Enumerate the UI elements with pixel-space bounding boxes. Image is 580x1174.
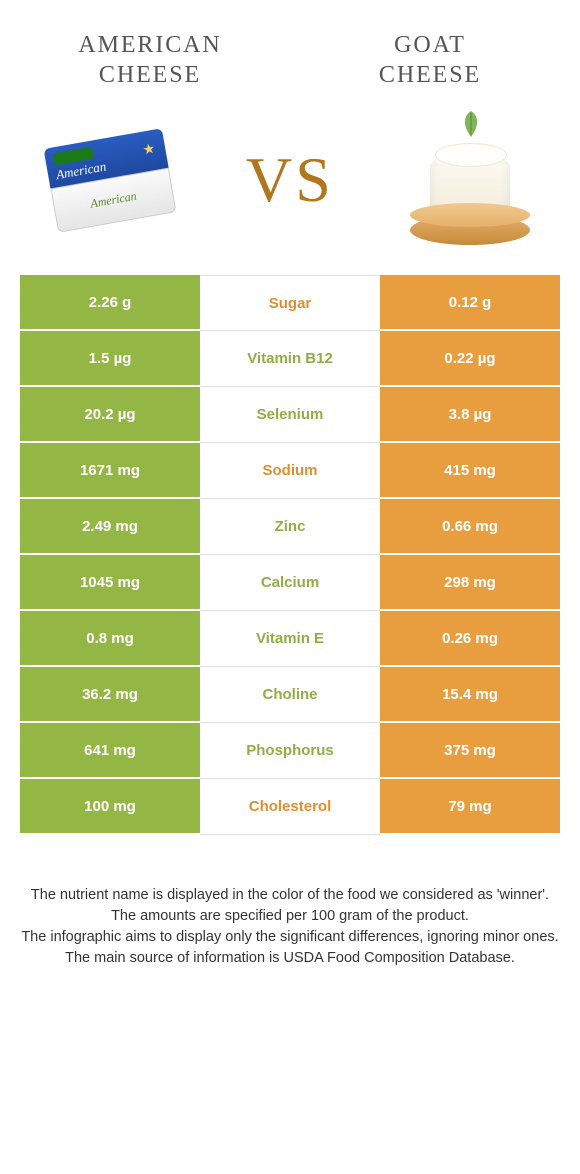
- table-row: 641 mgPhosphorus375 mg: [20, 723, 560, 779]
- right-value-cell: 79 mg: [380, 779, 560, 835]
- table-row: 1.5 µgVitamin B120.22 µg: [20, 331, 560, 387]
- nutrient-name-cell: Choline: [200, 667, 380, 723]
- right-value-cell: 298 mg: [380, 555, 560, 611]
- left-value-cell: 1045 mg: [20, 555, 200, 611]
- vs-label: VS: [246, 143, 334, 217]
- table-row: 1045 mgCalcium298 mg: [20, 555, 560, 611]
- left-value-cell: 641 mg: [20, 723, 200, 779]
- right-value-cell: 0.26 mg: [380, 611, 560, 667]
- header-row: AMERICAN CHEESE GOAT CHEESE: [0, 0, 580, 100]
- footnote-line: The main source of information is USDA F…: [20, 948, 560, 969]
- nutrient-name-cell: Sugar: [200, 275, 380, 331]
- right-value-cell: 0.22 µg: [380, 331, 560, 387]
- right-value-cell: 3.8 µg: [380, 387, 560, 443]
- right-value-cell: 15.4 mg: [380, 667, 560, 723]
- left-value-cell: 36.2 mg: [20, 667, 200, 723]
- right-value-cell: 0.66 mg: [380, 499, 560, 555]
- table-row: 36.2 mgCholine15.4 mg: [20, 667, 560, 723]
- table-row: 2.49 mgZinc0.66 mg: [20, 499, 560, 555]
- table-row: 0.8 mgVitamin E0.26 mg: [20, 611, 560, 667]
- nutrient-name-cell: Vitamin E: [200, 611, 380, 667]
- right-value-cell: 415 mg: [380, 443, 560, 499]
- left-product-image: ★ American American: [30, 110, 190, 250]
- right-title-line1: GOAT: [394, 32, 466, 58]
- table-row: 2.26 gSugar0.12 g: [20, 275, 560, 331]
- basil-leaf-icon: [455, 109, 487, 141]
- right-product-title: GOAT CHEESE: [330, 30, 530, 90]
- footnote-line: The amounts are specified per 100 gram o…: [20, 906, 560, 927]
- left-value-cell: 2.26 g: [20, 275, 200, 331]
- goat-cheese-icon: [400, 115, 540, 245]
- comparison-table: 2.26 gSugar0.12 g1.5 µgVitamin B120.22 µ…: [20, 275, 560, 835]
- nutrient-name-cell: Calcium: [200, 555, 380, 611]
- nutrient-name-cell: Cholesterol: [200, 779, 380, 835]
- footnote-line: The nutrient name is displayed in the co…: [20, 885, 560, 906]
- left-value-cell: 20.2 µg: [20, 387, 200, 443]
- table-row: 20.2 µgSelenium3.8 µg: [20, 387, 560, 443]
- right-product-image: [390, 110, 550, 250]
- right-title-line2: CHEESE: [379, 62, 481, 88]
- right-value-cell: 375 mg: [380, 723, 560, 779]
- footnotes: The nutrient name is displayed in the co…: [20, 885, 560, 969]
- footnote-line: The infographic aims to display only the…: [20, 927, 560, 948]
- left-value-cell: 2.49 mg: [20, 499, 200, 555]
- hero-row: ★ American American VS: [0, 100, 580, 275]
- left-value-cell: 1671 mg: [20, 443, 200, 499]
- left-product-title: AMERICAN CHEESE: [50, 30, 250, 90]
- nutrient-name-cell: Zinc: [200, 499, 380, 555]
- left-title-line1: AMERICAN: [78, 32, 221, 58]
- nutrient-name-cell: Phosphorus: [200, 723, 380, 779]
- nutrient-name-cell: Vitamin B12: [200, 331, 380, 387]
- left-value-cell: 0.8 mg: [20, 611, 200, 667]
- nutrient-name-cell: Selenium: [200, 387, 380, 443]
- table-row: 1671 mgSodium415 mg: [20, 443, 560, 499]
- package-label: American: [55, 158, 108, 183]
- nutrient-name-cell: Sodium: [200, 443, 380, 499]
- left-title-line2: CHEESE: [99, 62, 201, 88]
- left-value-cell: 100 mg: [20, 779, 200, 835]
- left-value-cell: 1.5 µg: [20, 331, 200, 387]
- package-sub-label: American: [89, 188, 138, 211]
- right-value-cell: 0.12 g: [380, 275, 560, 331]
- table-row: 100 mgCholesterol79 mg: [20, 779, 560, 835]
- cheese-package-icon: ★ American American: [44, 128, 177, 233]
